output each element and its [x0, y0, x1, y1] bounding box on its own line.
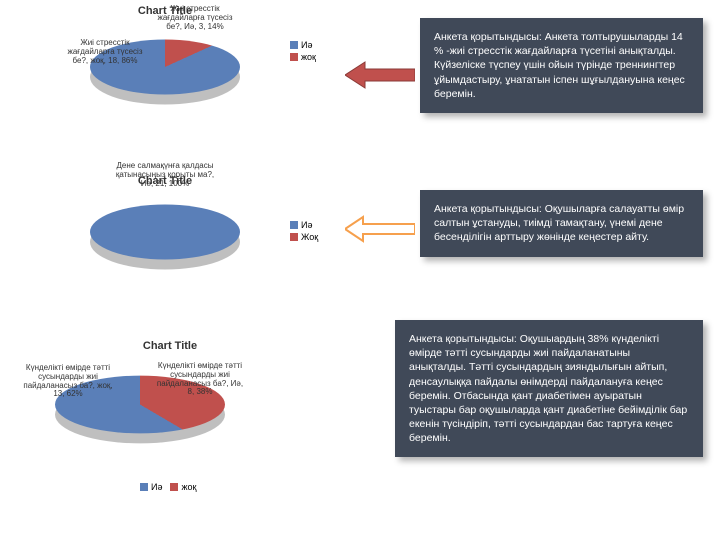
legend-label: Иә [301, 220, 312, 230]
chart-2-title: Chart Title [90, 175, 240, 187]
legend-item: Иә [140, 482, 162, 492]
arrow-left-red [345, 60, 415, 90]
chart-1-legend: Иә жоқ [290, 40, 316, 64]
chart3-label-yes: Күнделікті өмірде тәтті сусындарды жиі п… [155, 362, 245, 397]
legend-label: Иә [301, 40, 312, 50]
conclusion-3: Анкета қорытындысы: Оқушыардың 38% күнде… [395, 320, 703, 457]
legend-item: Иә [290, 220, 318, 230]
chart-3-legend: Иә жоқ [140, 482, 310, 494]
arrow-left-orange [345, 215, 415, 243]
legend-label: жоқ [301, 52, 316, 62]
conclusion-1: Анкета қорытындысы: Анкета толтырушылард… [420, 18, 703, 113]
conclusion-2: Анкета қорытындысы: Оқушыларға салауатты… [420, 190, 703, 257]
chart1-label-yes: Жиі стресстік жағдайларға түсесіз бе?, И… [150, 5, 240, 31]
legend-item: Жоқ [290, 232, 318, 242]
legend-label: Жоқ [301, 232, 318, 242]
legend-label: Иә [151, 482, 162, 492]
chart-3-pie: Күнделікті өмірде тәтті сусындарды жиі п… [55, 352, 225, 467]
chart3-label-no: Күнделікті өмірде тәтті сусындарды жиі п… [23, 364, 113, 399]
chart-2-pie: Дене салмақүнға қалдасы қатынасыңыз қоры… [90, 182, 240, 292]
chart1-label-no: Жиі стресстік жағдайларға түсесіз бе?, ж… [60, 39, 150, 65]
legend-item: жоқ [170, 482, 196, 492]
legend-label: жоқ [181, 482, 196, 492]
legend-item: Иә [290, 40, 316, 50]
chart-3: Chart Title Күнделікті өмірде тәтті сусы… [55, 340, 225, 479]
chart-3-title: Chart Title [115, 340, 225, 352]
chart-1-pie: Жиі стресстік жағдайларға түсесіз бе?, И… [90, 17, 240, 127]
chart-2: Chart Title Дене салмақүнға қалдасы қаты… [90, 175, 240, 292]
chart-2-legend: Иә Жоқ [290, 220, 318, 244]
legend-item: жоқ [290, 52, 316, 62]
chart-1: Chart Title Жиі стресстік жағдайларға тү… [90, 5, 240, 127]
